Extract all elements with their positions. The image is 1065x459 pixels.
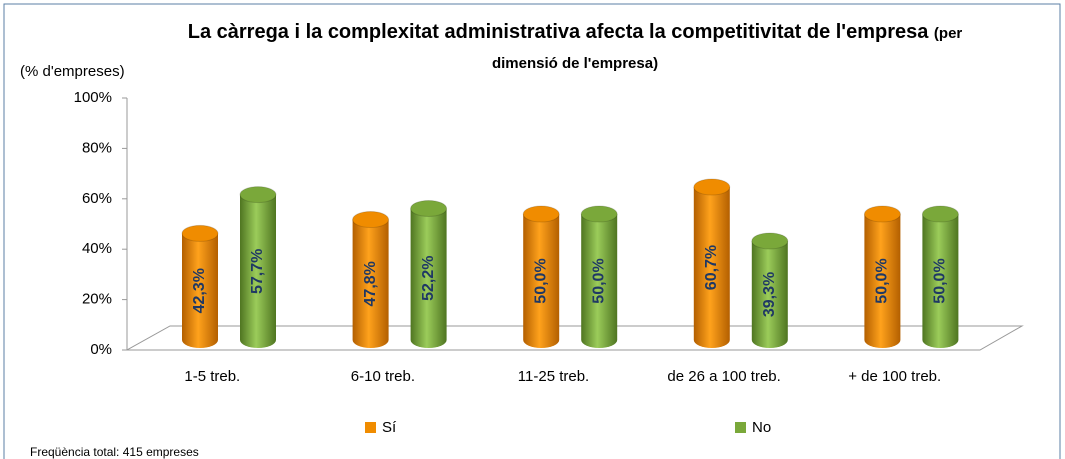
cylinder-top bbox=[921, 205, 959, 223]
cylinder bbox=[864, 214, 901, 348]
chart-title-block: La càrrega i la complexitat administrati… bbox=[165, 18, 985, 78]
y-tick-label: 20% bbox=[82, 291, 112, 308]
cylinder bbox=[352, 219, 389, 348]
y-tick-label: 100% bbox=[74, 89, 112, 106]
frame bbox=[3, 3, 1061, 459]
chart-title: La càrrega i la complexitat administrati… bbox=[187, 21, 929, 43]
cylinder bbox=[581, 214, 618, 348]
data-label: 57,7% bbox=[249, 249, 266, 294]
legend-label: No bbox=[752, 419, 771, 436]
x-tick-label: de 26 a 100 treb. bbox=[667, 368, 780, 385]
cylinder-top bbox=[751, 232, 789, 250]
data-label: 50,0% bbox=[874, 258, 891, 303]
cylinder bbox=[410, 208, 447, 348]
data-label: 60,7% bbox=[703, 245, 720, 290]
chart-subtitle: (per dimensió de l'empresa) bbox=[491, 25, 963, 72]
data-label: 50,0% bbox=[532, 258, 549, 303]
x-tick-label: + de 100 treb. bbox=[848, 368, 941, 385]
legend-swatch bbox=[365, 422, 376, 433]
cylinder-top bbox=[863, 205, 901, 223]
data-label: 39,3% bbox=[761, 272, 778, 317]
cylinder-top bbox=[181, 224, 219, 242]
cylinder-top bbox=[522, 205, 560, 223]
cylinder-top bbox=[239, 186, 277, 204]
cylinder bbox=[523, 214, 560, 348]
cylinder-top bbox=[580, 205, 618, 223]
cylinder bbox=[751, 240, 788, 348]
y-tick-label: 80% bbox=[82, 139, 112, 156]
cylinder-top bbox=[410, 199, 448, 217]
cylinder bbox=[240, 194, 276, 348]
cylinder-top bbox=[352, 211, 390, 229]
x-tick-label: 1-5 treb. bbox=[184, 368, 240, 385]
data-label: 47,8% bbox=[362, 261, 379, 306]
x-tick-label: 11-25 treb. bbox=[518, 368, 589, 385]
legend-swatch bbox=[735, 422, 746, 433]
x-tick-label: 6-10 treb. bbox=[351, 368, 415, 385]
footnote: Freqüència total: 415 empreses bbox=[30, 445, 199, 459]
legend-label: Sí bbox=[382, 419, 397, 436]
data-label: 50,0% bbox=[590, 258, 607, 303]
floor bbox=[125, 325, 1024, 351]
data-label: 42,3% bbox=[191, 268, 208, 313]
cylinder bbox=[922, 214, 959, 348]
cylinder-top bbox=[693, 178, 731, 196]
cylinder bbox=[182, 233, 218, 348]
y-tick-label: 40% bbox=[82, 240, 112, 257]
y-tick-label: 0% bbox=[90, 341, 112, 358]
data-label: 50,0% bbox=[932, 258, 949, 303]
y-tick-label: 60% bbox=[82, 190, 112, 207]
cylinder bbox=[693, 187, 730, 348]
data-label: 52,2% bbox=[420, 256, 437, 301]
y-axis-label: (% d'empreses) bbox=[20, 63, 125, 80]
